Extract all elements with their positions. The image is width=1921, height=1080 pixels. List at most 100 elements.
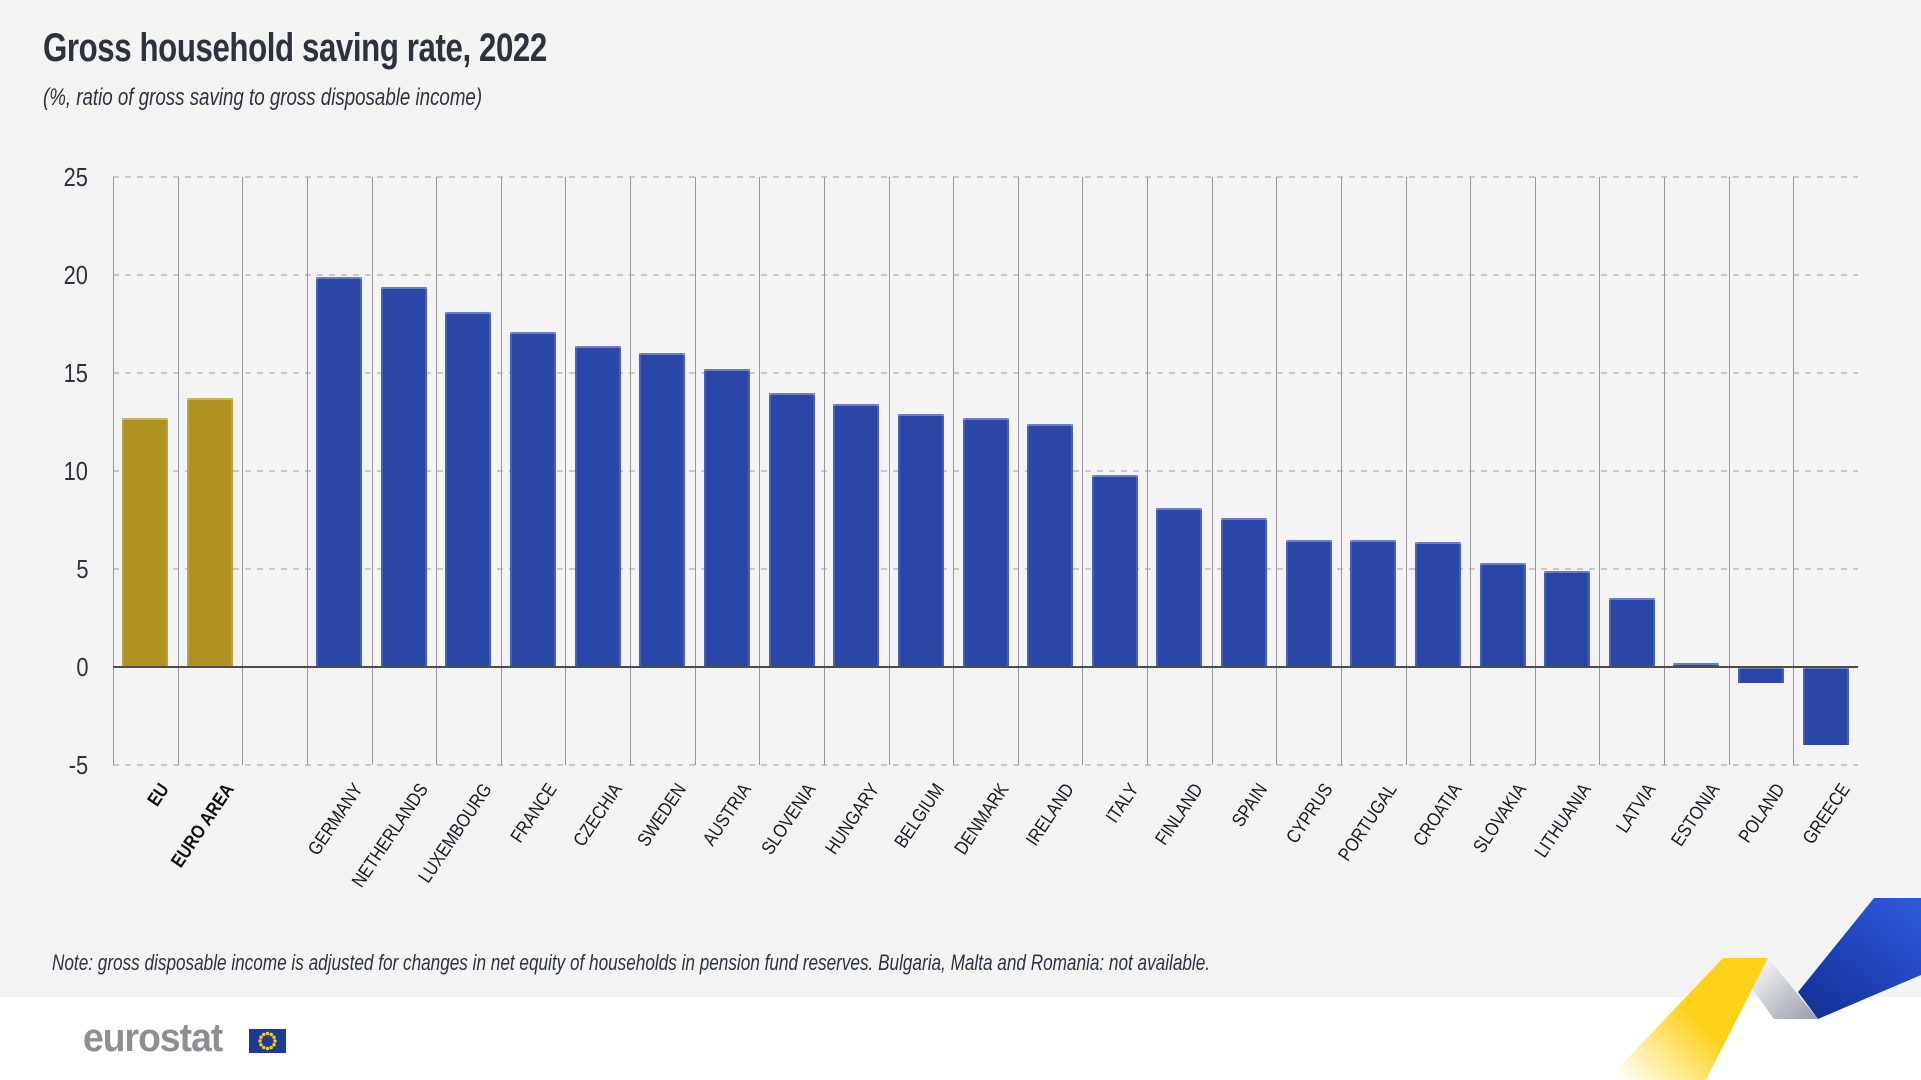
x-axis-label-sweden: SWEDEN [633,780,691,851]
x-axis-label-croatia: CROATIA [1409,780,1467,851]
column-separator [1147,177,1148,765]
x-axis-label-hungary: HUNGARY [822,780,885,859]
y-tick-label-15: 15 [63,358,88,388]
x-axis-label-euro-area: EURO AREA [167,780,239,872]
column-separator [113,177,114,765]
column-separator [1535,177,1536,765]
zero-line [113,666,1858,668]
bar-belgium [898,414,944,668]
ribbon-gray-fold [1746,958,1818,1019]
column-separator [1406,177,1407,765]
chart-title: Gross household saving rate, 2022 [43,26,547,70]
bar-germany [316,276,362,667]
column-separator [372,177,373,765]
bar-denmark [963,418,1009,668]
bar-portugal [1350,539,1396,667]
bar-euro-area [187,398,233,668]
column-separator [1018,177,1019,765]
x-axis-label-greece: GREECE [1798,780,1855,849]
column-separator [178,177,179,765]
gridline--5 [113,764,1858,766]
gridline-25 [113,176,1858,178]
x-axis-label-germany: GERMANY [304,780,368,860]
x-axis-label-finland: FINLAND [1151,780,1208,850]
x-axis-label-denmark: DENMARK [950,780,1014,859]
bar-netherlands [381,286,427,667]
bar-finland [1156,508,1202,668]
column-separator [565,177,566,765]
column-separator [1793,177,1794,765]
flag-star [259,1043,263,1047]
ribbon-blue-band [1798,898,1921,1019]
column-separator [436,177,437,765]
x-axis-label-belgium: BELGIUM [891,780,950,853]
bar-ireland [1027,423,1073,667]
eurostat-logo-text: eurostat [83,1016,223,1060]
flag-star [258,1039,262,1043]
bar-france [510,331,556,667]
bar-hungary [833,404,879,668]
bar-luxembourg [445,312,491,668]
eurostat-logo: eurostat [83,1016,233,1060]
column-separator [1082,177,1083,765]
column-separator [501,177,502,765]
y-tick-label-25: 25 [63,162,88,192]
bar-lithuania [1544,570,1590,667]
bar-spain [1221,518,1267,668]
x-axis-label-cyprus: CYPRUS [1282,780,1338,848]
x-axis-label-ireland: IRELAND [1021,780,1079,850]
flag-star [265,1046,270,1051]
x-axis-label-estonia: ESTONIA [1667,780,1725,851]
x-axis-label-spain: SPAIN [1228,780,1273,831]
column-separator [1599,177,1600,765]
y-tick-label-10: 10 [63,456,88,486]
flag-star [273,1039,277,1043]
bar-greece [1803,667,1849,745]
gridline-20 [113,274,1858,276]
column-separator [1729,177,1730,765]
bar-sweden [639,353,685,668]
column-separator [1470,177,1471,765]
x-axis-label-latvia: LATVIA [1612,780,1661,837]
x-axis-label-poland: POLAND [1734,780,1790,847]
flag-star [269,1045,273,1050]
x-axis-label-eu: EU [143,780,174,811]
bar-estonia [1673,663,1719,668]
flag-star [272,1043,276,1047]
bar-eu [122,418,168,668]
column-separator [824,177,825,765]
decorative-ribbon-graphic [1607,898,1921,1080]
bar-cyprus [1286,539,1332,667]
footnote-text: Note: gross disposable income is adjuste… [52,950,1211,975]
x-axis-label-portugal: PORTUGAL [1334,780,1402,866]
bar-poland [1738,667,1784,683]
x-axis-label-slovakia: SLOVAKIA [1469,780,1532,857]
y-tick-label-0: 0 [75,652,88,682]
bar-croatia [1415,541,1461,667]
bar-austria [704,369,750,668]
column-separator [889,177,890,765]
x-axis-label-slovenia: SLOVENIA [757,780,821,859]
column-separator [630,177,631,765]
column-separator [1341,177,1342,765]
chart-subtitle: (%, ratio of gross saving to gross dispo… [43,84,483,111]
column-separator [953,177,954,765]
bar-latvia [1609,598,1655,668]
column-separator [695,177,696,765]
bar-slovenia [769,392,815,667]
column-separator [1212,177,1213,765]
column-separator [307,177,308,765]
flag-star [259,1035,263,1039]
x-axis-label-czechia: CZECHIA [569,780,627,851]
eu-flag-icon [249,1029,286,1053]
x-axis-label-italy: ITALY [1102,780,1144,827]
gridline-15 [113,372,1858,374]
column-separator [1276,177,1277,765]
y-tick-label-20: 20 [63,260,88,290]
column-separator [242,177,243,765]
x-axis-label-france: FRANCE [506,780,562,847]
bar-italy [1092,474,1138,667]
x-axis-label-austria: AUSTRIA [698,780,756,850]
